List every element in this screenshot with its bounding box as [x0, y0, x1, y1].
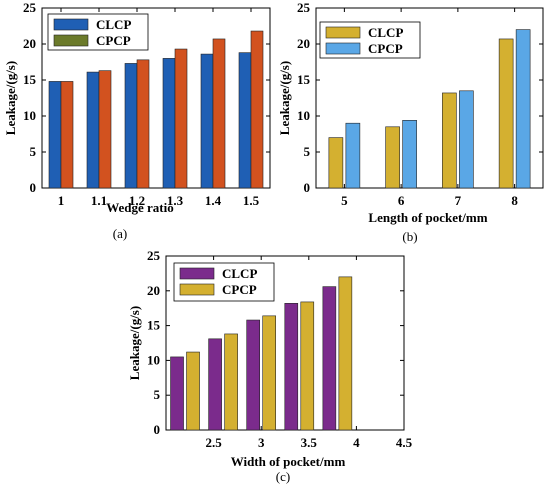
- bar-cpcp-2: [459, 90, 474, 189]
- y-tick-label: 25: [23, 0, 37, 15]
- x-tick-label: 6: [398, 193, 405, 208]
- y-tick-label: 5: [304, 144, 311, 159]
- legend-label-cpcp: CPCP: [368, 41, 403, 56]
- legend-label-clcp: CLCP: [368, 25, 403, 40]
- panel-caption: (b): [402, 229, 417, 244]
- x-axis-label: Wedge ratio: [106, 200, 174, 215]
- x-tick-label: 4: [353, 435, 360, 450]
- x-axis-label: Length of pocket/mm: [368, 210, 487, 225]
- bar-clcp-0: [48, 81, 62, 189]
- y-tick-label: 20: [23, 36, 36, 51]
- y-tick-label: 0: [154, 422, 161, 437]
- bar-cpcp-2: [262, 315, 277, 431]
- bar-clcp-2: [246, 319, 260, 431]
- legend-label-cpcp: CPCP: [96, 33, 131, 48]
- bar-clcp-3: [162, 58, 176, 189]
- y-tick-label: 20: [297, 36, 310, 51]
- y-tick-label: 10: [23, 108, 36, 123]
- panel-caption: (a): [113, 226, 127, 241]
- legend-label-clcp: CLCP: [96, 17, 131, 32]
- bar-cpcp-3: [515, 29, 531, 189]
- bar-cpcp-2: [136, 59, 150, 189]
- bar-cpcp-1: [402, 120, 417, 189]
- x-tick-label: 7: [455, 193, 462, 208]
- y-tick-label: 20: [147, 283, 160, 298]
- x-tick-label: 1.5: [243, 193, 260, 208]
- bar-cpcp-3: [174, 48, 188, 189]
- bar-clcp-5: [238, 52, 252, 189]
- bar-clcp-4: [322, 286, 337, 431]
- legend-swatch-cpcp: [53, 34, 89, 47]
- bar-clcp-2: [442, 92, 457, 189]
- x-tick-label: 1.4: [205, 193, 222, 208]
- y-axis-label: Leakage/(g/s): [277, 61, 292, 135]
- y-axis-label: Leakage/(g/s): [3, 61, 18, 135]
- legend-swatch-clcp: [325, 26, 361, 39]
- y-tick-label: 15: [297, 72, 311, 87]
- y-tick-label: 5: [154, 387, 161, 402]
- bar-cpcp-4: [338, 276, 353, 431]
- bar-clcp-1: [385, 126, 400, 189]
- y-tick-label: 25: [297, 0, 311, 15]
- y-tick-label: 0: [304, 180, 311, 195]
- y-tick-label: 10: [297, 108, 310, 123]
- x-tick-label: 3: [258, 435, 265, 450]
- y-tick-label: 10: [147, 352, 160, 367]
- y-axis-label: Leakage/(g/s): [127, 306, 142, 380]
- legend-label-cpcp: CPCP: [222, 282, 257, 297]
- plot-frame: [41, 7, 271, 189]
- x-tick-label: 1.1: [91, 193, 107, 208]
- x-tick-label: 2.5: [205, 435, 222, 450]
- x-tick-label: 5: [341, 193, 348, 208]
- bar-cpcp-1: [98, 70, 112, 189]
- legend-swatch-cpcp: [179, 283, 215, 296]
- bar-cpcp-4: [212, 38, 226, 189]
- bar-clcp-0: [170, 356, 184, 431]
- x-axis-label: Width of pocket/mm: [231, 454, 346, 469]
- y-tick-label: 5: [30, 144, 37, 159]
- x-tick-label: 3.5: [301, 435, 318, 450]
- legend-label-clcp: CLCP: [222, 266, 257, 281]
- x-tick-label: 1.3: [167, 193, 184, 208]
- y-tick-label: 15: [23, 72, 37, 87]
- x-tick-label: 1.2: [129, 193, 145, 208]
- bar-cpcp-0: [186, 351, 200, 431]
- bar-cpcp-0: [345, 122, 361, 189]
- bar-cpcp-1: [224, 333, 238, 431]
- panel-caption: (c): [276, 469, 290, 484]
- y-tick-label: 0: [30, 180, 37, 195]
- y-tick-label: 15: [147, 318, 161, 333]
- bar-cpcp-5: [250, 30, 264, 189]
- bar-clcp-2: [124, 63, 138, 189]
- bar-clcp-1: [208, 338, 222, 431]
- x-tick-label: 1: [58, 193, 65, 208]
- bar-cpcp-0: [60, 81, 74, 189]
- legend-swatch-cpcp: [325, 42, 361, 55]
- x-tick-label: 4.5: [396, 435, 413, 450]
- legend-swatch-clcp: [53, 18, 89, 31]
- bar-clcp-4: [200, 53, 214, 189]
- bar-clcp-3: [498, 38, 514, 189]
- bar-clcp-0: [328, 137, 344, 189]
- bar-cpcp-3: [300, 301, 315, 431]
- bar-clcp-1: [86, 71, 100, 189]
- y-tick-label: 25: [147, 248, 161, 263]
- x-tick-label: 8: [511, 193, 518, 208]
- plot-frame: [315, 7, 544, 189]
- bar-clcp-3: [284, 303, 299, 431]
- legend-swatch-clcp: [179, 267, 215, 280]
